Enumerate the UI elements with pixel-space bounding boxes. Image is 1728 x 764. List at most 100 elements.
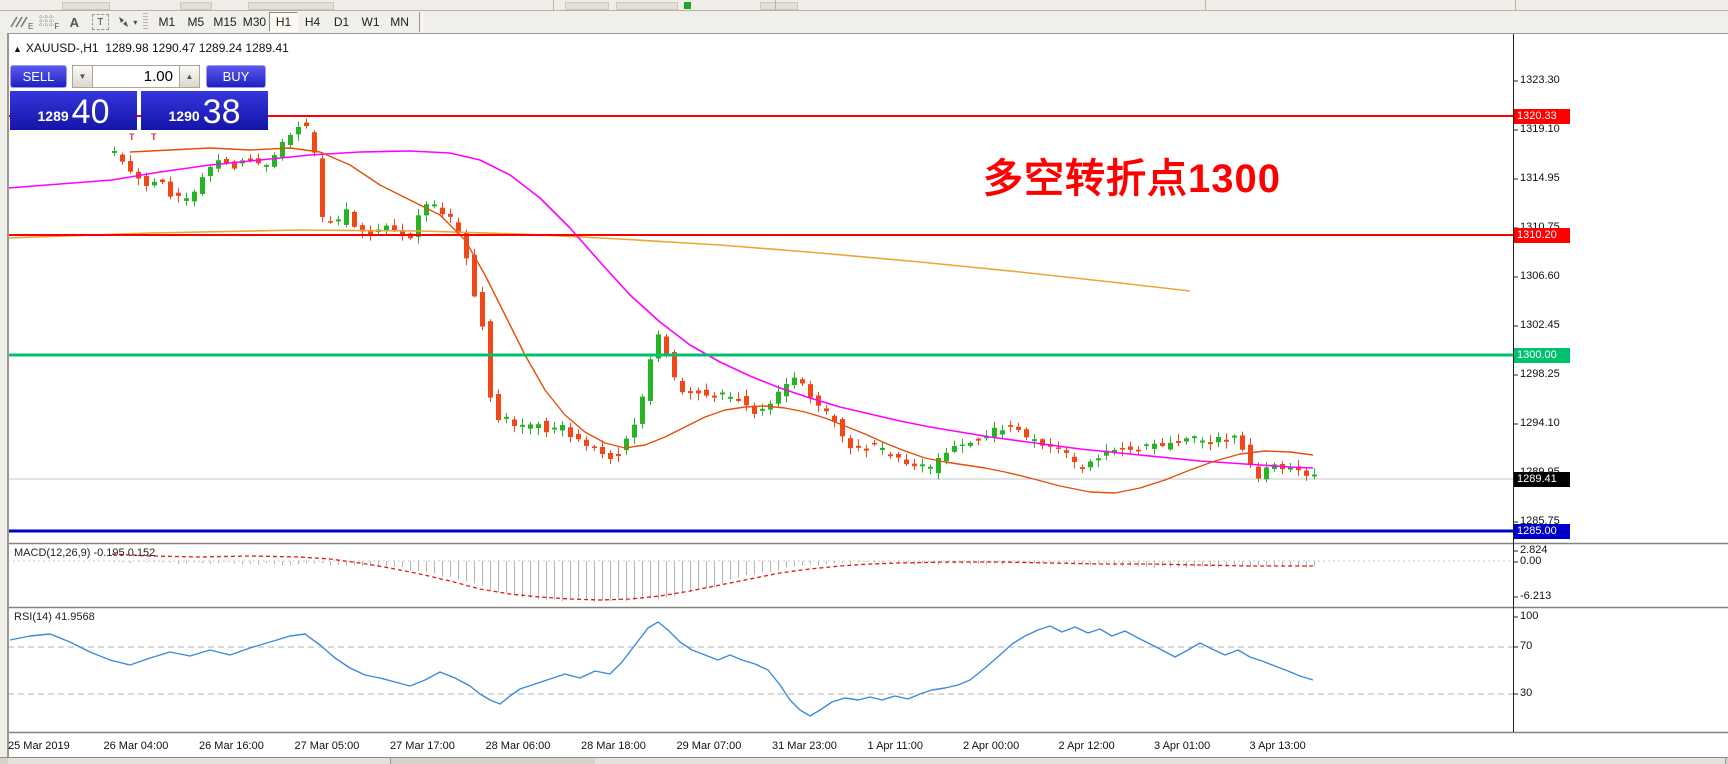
price-axis[interactable] <box>1513 33 1728 733</box>
toolbar-remnant <box>616 2 678 10</box>
ma-gold <box>7 229 1191 292</box>
toolbar-separator[interactable] <box>143 13 149 31</box>
toolbar-divider <box>419 12 424 32</box>
time-axis-label: 31 Mar 23:00 <box>772 740 837 752</box>
ohlc-values: 1289.98 1290.47 1289.24 1289.41 <box>105 41 289 55</box>
chart-tab[interactable] <box>8 758 391 764</box>
price-chip: 1310.20 <box>1514 227 1570 243</box>
price-chip: 1285.00 <box>1514 523 1570 539</box>
time-axis-label: 27 Mar 17:00 <box>390 740 455 752</box>
moving-averages-layer <box>7 147 1314 494</box>
time-axis-label: 2 Apr 00:00 <box>963 740 1020 752</box>
tab-timeframe-h4[interactable]: H4 <box>304 15 321 29</box>
macd-tick-label: 0.00 <box>1520 555 1542 567</box>
grid-sub: F <box>54 21 60 31</box>
price-tick-label: 1294.10 <box>1520 417 1560 429</box>
volume-decrease-button[interactable]: ▼ <box>72 64 93 88</box>
time-axis-label: 28 Mar 18:00 <box>581 740 646 752</box>
time-axis-label: 26 Mar 16:00 <box>199 740 264 752</box>
price-tick-label: 1306.60 <box>1520 270 1560 282</box>
collapse-arrow-icon[interactable]: ▲ <box>13 44 22 54</box>
buy-price-box[interactable]: 1290 38 <box>141 91 268 130</box>
time-axis-label: 1 Apr 11:00 <box>867 740 923 752</box>
one-click-trading-panel: SELL ▼ ▲ BUY 1289 40 1290 38 <box>10 62 268 130</box>
trade-marker-text: T T <box>129 132 164 142</box>
text-label-button[interactable]: T <box>87 12 113 32</box>
rsi-tick-label: 100 <box>1520 610 1539 622</box>
buy-button[interactable]: BUY <box>206 64 266 88</box>
sell-button[interactable]: SELL <box>10 64 67 88</box>
volume-input[interactable] <box>93 64 179 88</box>
macd-tick-label: 2.824 <box>1520 544 1548 556</box>
time-axis-label: 2 Apr 12:00 <box>1058 740 1115 752</box>
toolbar-remnant <box>62 2 110 10</box>
tab-timeframe-h1[interactable]: H1 <box>269 12 299 32</box>
chevron-down-icon: ▾ <box>133 17 138 27</box>
tab-timeframe-m15[interactable]: M15 <box>213 15 237 29</box>
sell-price-pips: 40 <box>71 93 110 132</box>
macd-tick-label: -6.213 <box>1520 590 1552 602</box>
price-chip: 1320.33 <box>1514 108 1570 124</box>
tab-timeframe-m1[interactable]: M1 <box>158 15 176 29</box>
ma-magenta <box>7 150 1314 469</box>
buy-price-pips: 38 <box>202 93 241 132</box>
text-label-icon: T <box>91 14 109 30</box>
price-tick-label: 1314.95 <box>1520 172 1560 184</box>
chart-left-gutter <box>0 33 8 757</box>
draw-lines-sub: E <box>28 21 34 31</box>
volume-increase-button[interactable]: ▲ <box>179 64 200 88</box>
status-dot <box>684 2 691 9</box>
buy-price-main: 1290 <box>168 108 200 124</box>
symbol-period-label: XAUUSD-,H1 <box>25 41 99 55</box>
rsi-tick-label: 70 <box>1520 640 1533 652</box>
price-chip: 1289.41 <box>1514 471 1570 487</box>
toolbar-remnant <box>760 2 798 10</box>
grid-button[interactable]: F <box>35 12 61 32</box>
bottom-strip <box>0 757 1728 764</box>
annotation-text[interactable]: 多空转折点1300 <box>983 157 1281 201</box>
time-axis-label: 26 Mar 04:00 <box>103 740 169 752</box>
price-tick-label: 1298.25 <box>1520 368 1560 380</box>
tab-timeframe-m30[interactable]: M30 <box>242 15 267 29</box>
time-axis-label: 3 Apr 01:00 <box>1154 740 1211 752</box>
draw-lines-button[interactable]: E <box>6 12 35 32</box>
price-chip: 1300.00 <box>1514 347 1570 363</box>
divider <box>553 0 554 10</box>
rsi-layer <box>8 621 1513 717</box>
time-axis-label: 29 Mar 07:00 <box>676 740 742 752</box>
tab-timeframe-mn[interactable]: MN <box>390 15 409 29</box>
toolbar-remnant <box>565 2 609 10</box>
draw-lines-icon <box>10 16 28 28</box>
time-axis-label: 28 Mar 06:00 <box>485 740 551 752</box>
time-axis-label: 25 Mar 2019 <box>8 740 70 752</box>
toolbar-remnant <box>180 2 212 10</box>
tab-timeframe-m5[interactable]: M5 <box>187 15 205 29</box>
chart-tab[interactable] <box>595 758 1726 764</box>
divider <box>775 0 776 10</box>
rsi-tick-label: 30 <box>1520 687 1533 699</box>
arrows-button[interactable]: ▾ <box>113 12 139 32</box>
rsi-label: RSI(14) 41.9568 <box>14 611 95 623</box>
time-axis-label: 27 Mar 05:00 <box>294 740 360 752</box>
price-tick-label: 1323.30 <box>1520 74 1560 86</box>
toolbar: E F A T ▾ M1 M5 M15 M30 H1 H4 D1 W1 MN <box>0 11 1728 34</box>
sell-price-main: 1289 <box>37 108 69 124</box>
price-tick-label: 1319.10 <box>1520 123 1560 135</box>
ma-orange <box>129 147 1314 494</box>
toolbar-remnant-strip <box>0 0 1728 11</box>
arrows-icon <box>119 17 129 27</box>
frame-layer <box>0 34 1728 757</box>
tab-timeframe-d1[interactable]: D1 <box>333 15 350 29</box>
insert-text-icon: A <box>69 14 80 30</box>
divider <box>1515 0 1516 10</box>
sell-price-box[interactable]: 1289 40 <box>10 91 137 130</box>
grid-icon <box>39 15 55 27</box>
candles-layer[interactable] <box>112 118 1317 483</box>
level-lines-layer[interactable] <box>8 115 1513 533</box>
insert-text-button[interactable]: A <box>61 12 87 32</box>
time-axis-label: 3 Apr 13:00 <box>1249 740 1306 752</box>
macd-layer <box>8 553 1513 602</box>
macd-label: MACD(12,26,9) -0.195 0.152 <box>14 547 156 559</box>
tab-timeframe-w1[interactable]: W1 <box>361 15 380 29</box>
